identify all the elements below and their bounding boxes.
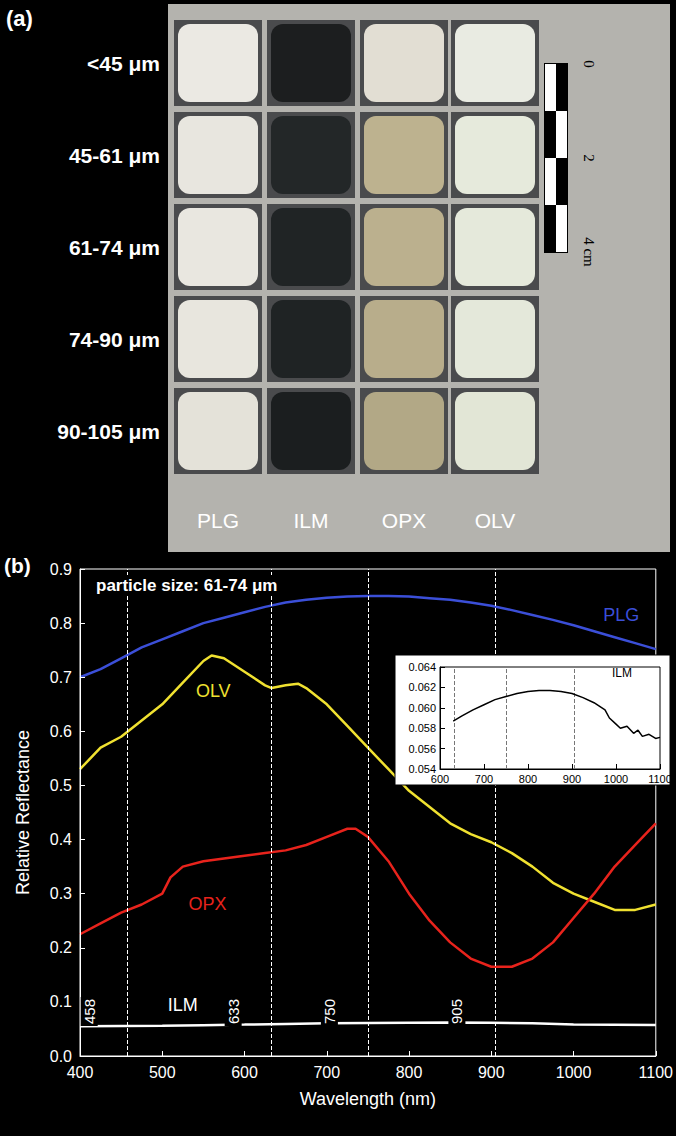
svg-text:600: 600	[431, 773, 449, 785]
svg-text:0.064: 0.064	[408, 661, 436, 673]
svg-text:0.060: 0.060	[408, 702, 436, 714]
svg-text:800: 800	[519, 773, 537, 785]
svg-text:OPX: OPX	[188, 894, 226, 914]
svg-text:905: 905	[448, 999, 465, 1024]
svg-text:500: 500	[149, 1064, 176, 1081]
svg-text:0.054: 0.054	[408, 763, 436, 775]
svg-text:2: 2	[581, 154, 597, 162]
svg-text:0.4: 0.4	[50, 831, 72, 848]
svg-text:0: 0	[581, 60, 597, 68]
svg-text:90-105 μm: 90-105 μm	[57, 420, 160, 443]
svg-text:1100: 1100	[639, 1064, 674, 1081]
svg-text:0.6: 0.6	[50, 723, 72, 740]
svg-text:PLG: PLG	[603, 605, 639, 625]
svg-text:OLV: OLV	[475, 509, 515, 532]
svg-text:0.3: 0.3	[50, 885, 72, 902]
svg-text:900: 900	[563, 773, 581, 785]
svg-text:0.058: 0.058	[408, 722, 436, 734]
svg-text:(b): (b)	[4, 555, 31, 577]
svg-text:900: 900	[478, 1064, 505, 1081]
svg-text:61-74 μm: 61-74 μm	[69, 236, 160, 259]
svg-text:1000: 1000	[556, 1064, 592, 1081]
svg-text:0.8: 0.8	[50, 615, 72, 632]
svg-text:(a): (a)	[6, 6, 33, 31]
svg-text:Relative Reflectance: Relative Reflectance	[13, 730, 33, 895]
svg-text:ILM: ILM	[612, 666, 632, 680]
svg-text:ILM: ILM	[293, 509, 328, 532]
svg-text:1100: 1100	[648, 773, 672, 785]
svg-text:700: 700	[475, 773, 493, 785]
svg-text:0.1: 0.1	[50, 993, 72, 1010]
svg-text:4 cm: 4 cm	[581, 237, 597, 267]
svg-text:<45 μm: <45 μm	[87, 52, 160, 75]
svg-text:OPX: OPX	[382, 509, 426, 532]
svg-text:OLV: OLV	[196, 681, 231, 701]
svg-text:700: 700	[313, 1064, 340, 1081]
svg-text:0.2: 0.2	[50, 939, 72, 956]
svg-text:750: 750	[321, 999, 338, 1024]
svg-text:45-61 μm: 45-61 μm	[69, 144, 160, 167]
svg-text:0.5: 0.5	[50, 777, 72, 794]
svg-text:Wavelength (nm): Wavelength (nm)	[300, 1089, 436, 1109]
svg-text:400: 400	[67, 1064, 94, 1081]
svg-text:0.9: 0.9	[50, 561, 72, 578]
svg-text:PLG: PLG	[197, 509, 239, 532]
svg-text:0.062: 0.062	[408, 681, 436, 693]
svg-text:600: 600	[231, 1064, 258, 1081]
svg-text:800: 800	[396, 1064, 423, 1081]
svg-text:633: 633	[225, 999, 242, 1024]
svg-text:particle size: 61-74 μm: particle size: 61-74 μm	[96, 576, 277, 595]
svg-text:74-90 μm: 74-90 μm	[69, 328, 160, 351]
svg-text:458: 458	[81, 999, 98, 1024]
svg-text:0.0: 0.0	[50, 1048, 72, 1065]
svg-text:0.7: 0.7	[50, 669, 72, 686]
svg-text:0.056: 0.056	[408, 743, 436, 755]
svg-text:1000: 1000	[604, 773, 628, 785]
svg-text:ILM: ILM	[168, 995, 198, 1015]
